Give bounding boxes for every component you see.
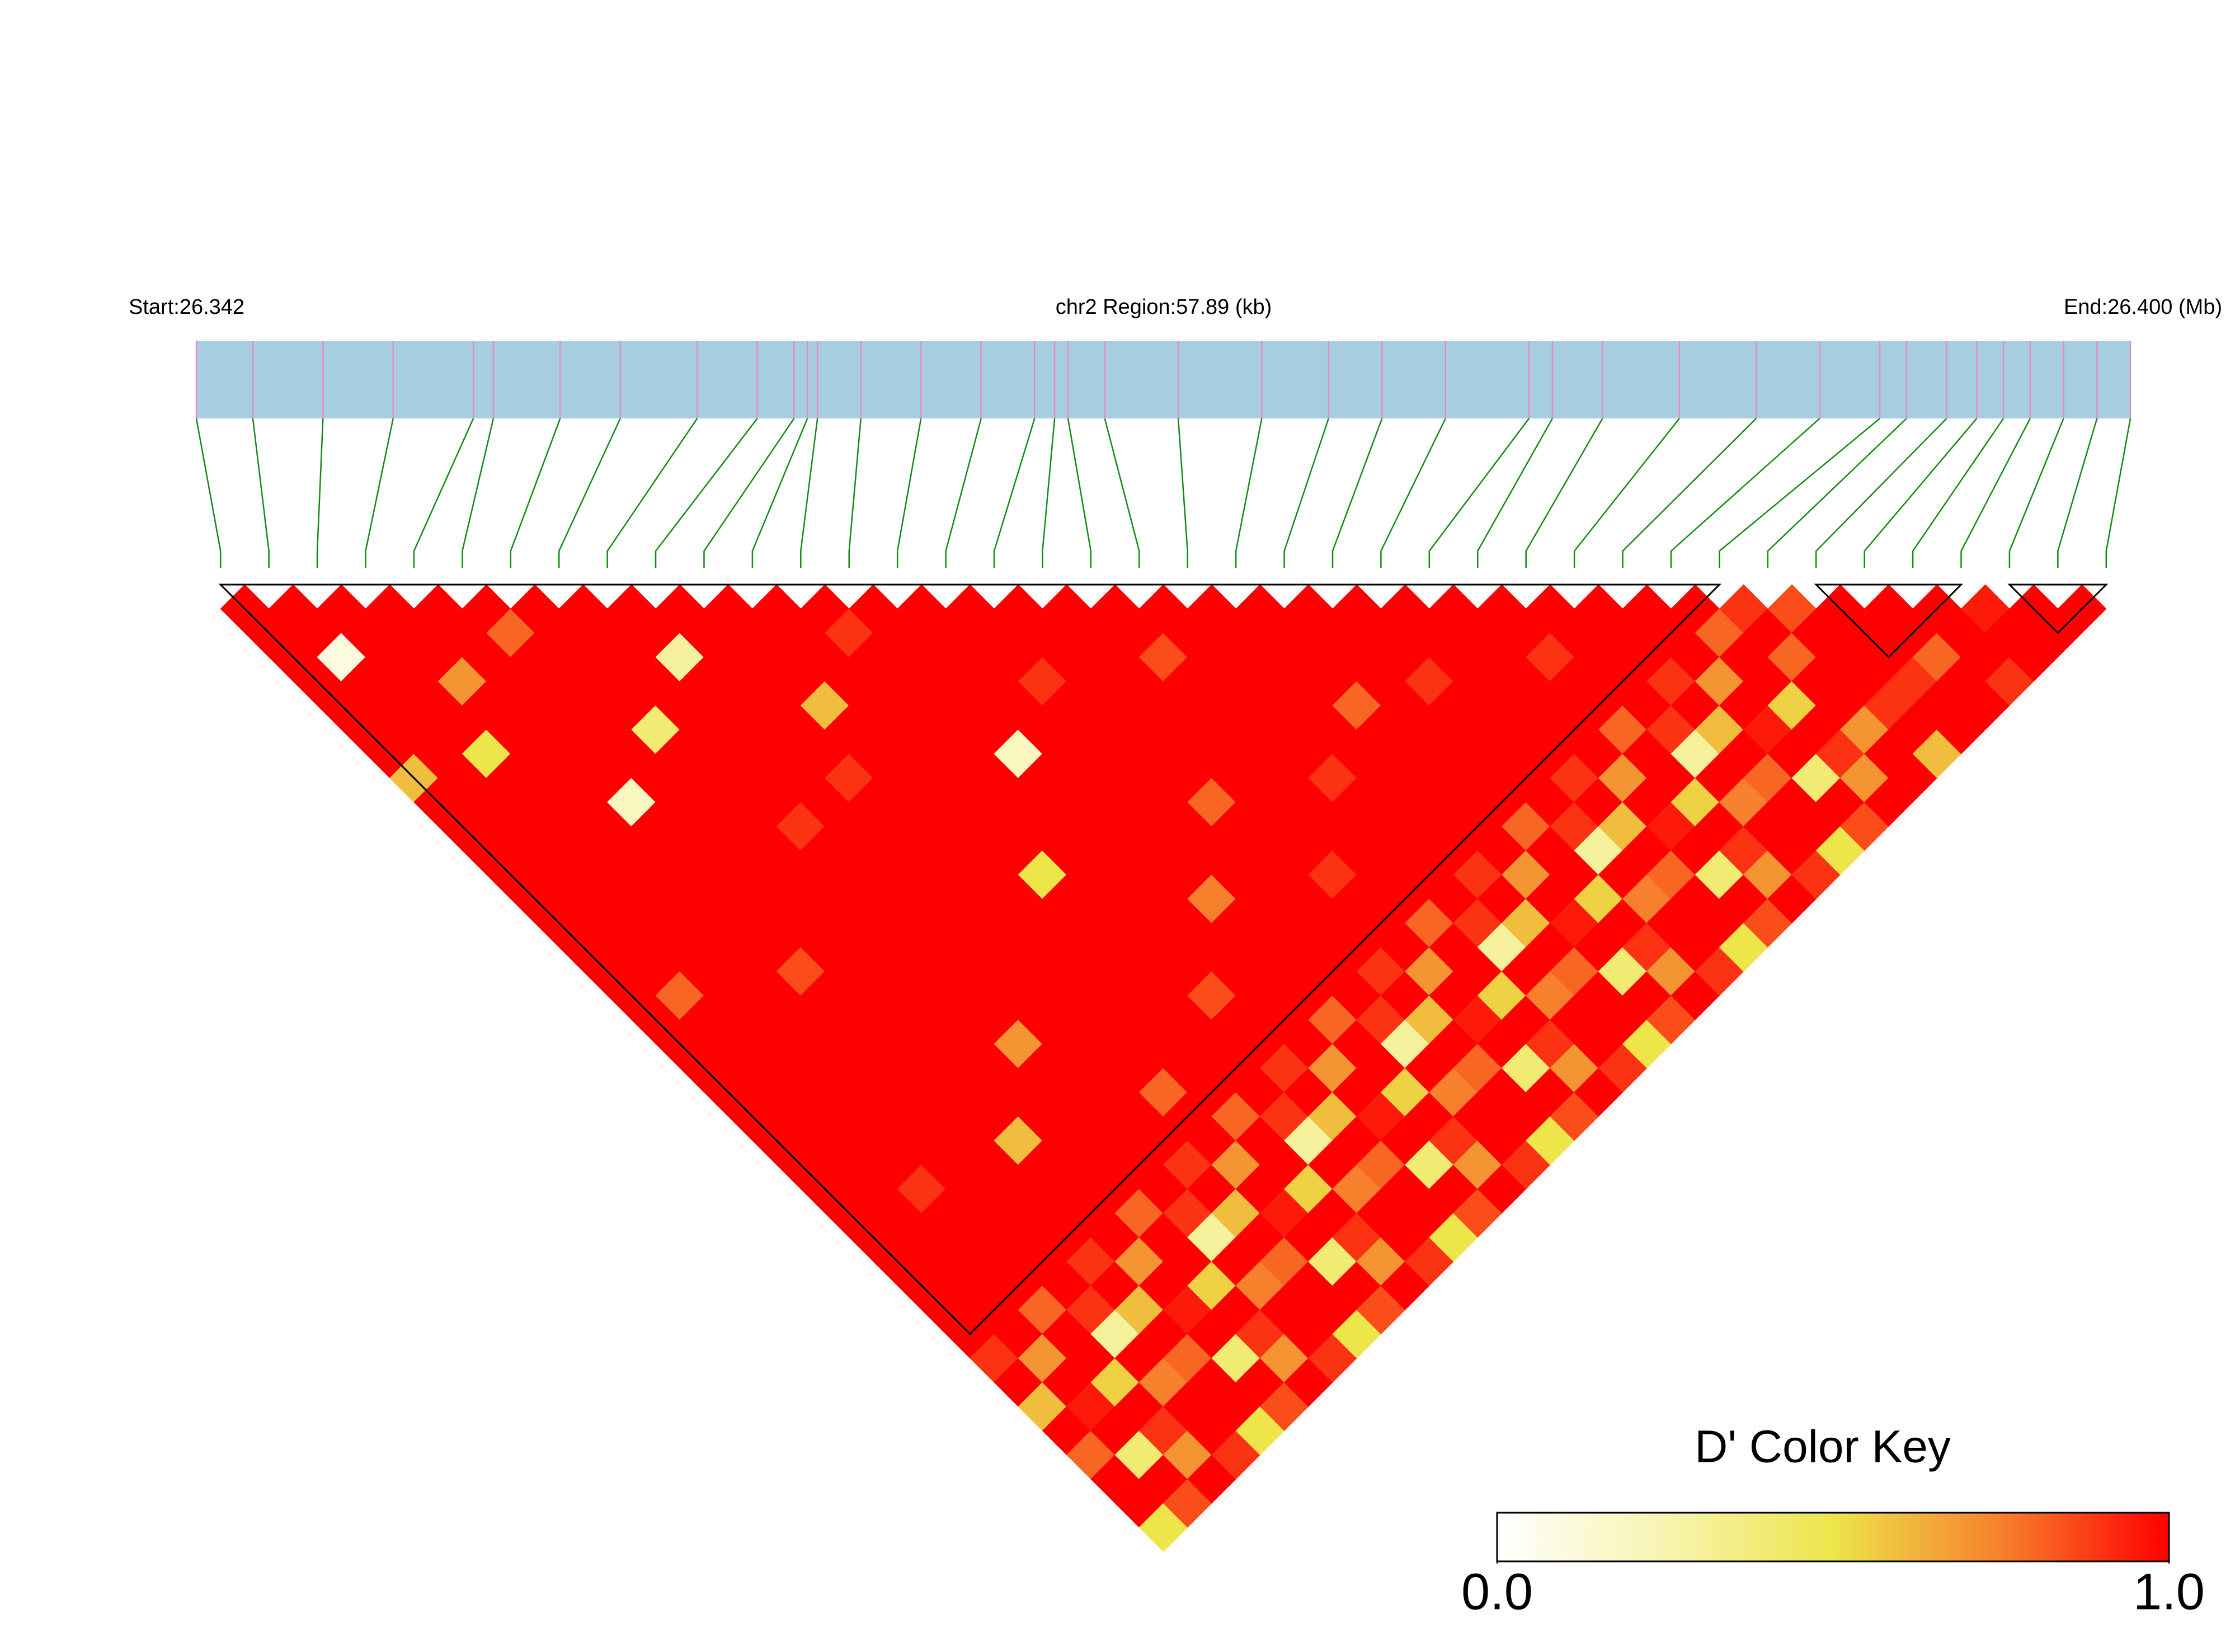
snp-link	[2008, 418, 2064, 568]
snp-link	[1104, 418, 1140, 568]
snp-link	[1428, 418, 1530, 568]
ld-cell	[1114, 1237, 1164, 1286]
snp-link	[316, 418, 324, 568]
ld-cell	[1114, 995, 1164, 1044]
ld-cell	[1114, 1382, 1164, 1432]
ld-cell	[1114, 608, 1164, 658]
color-key-tick-label: 0.0	[1461, 1563, 1533, 1620]
ld-cell	[1114, 1333, 1164, 1383]
snp-link	[751, 418, 808, 568]
snp-link	[1042, 418, 1056, 568]
snp-link	[1477, 418, 1553, 568]
ld-cell	[1114, 753, 1164, 803]
ld-cell	[1114, 947, 1164, 996]
color-key-title: D' Color Key	[1695, 1422, 1951, 1472]
snp-link	[1573, 418, 1680, 568]
snp-link	[1525, 418, 1603, 568]
end-label: End:26.400 (Mb)	[2064, 295, 2222, 319]
snp-link	[413, 418, 474, 568]
snp-link	[1622, 418, 1757, 568]
ld-cell	[1114, 1043, 1164, 1093]
heatmap	[220, 584, 2107, 1552]
color-key-bar	[1496, 1512, 2170, 1562]
start-label: Start:26.342	[129, 295, 244, 319]
snp-link	[2057, 418, 2098, 568]
ld-block-outline	[1814, 583, 1964, 658]
snp-link	[1067, 418, 1092, 568]
ld-cell	[1114, 1479, 1164, 1528]
snp-link	[1864, 418, 1978, 568]
ld-cell	[1114, 1285, 1164, 1335]
ld-cell	[1114, 1091, 1164, 1141]
snp-link	[896, 418, 922, 568]
snp-link	[462, 418, 495, 568]
region-label: chr2 Region:57.89 (kb)	[1056, 295, 1272, 319]
snp-link	[703, 418, 795, 568]
snp-link	[252, 418, 270, 568]
ld-cell	[1114, 705, 1164, 755]
snp-link	[1815, 418, 1947, 568]
snp-link	[1235, 418, 1263, 568]
ld-cell	[1114, 1430, 1164, 1480]
snp-link	[1177, 418, 1188, 568]
ld-cell	[1114, 898, 1164, 948]
ld-block-outline	[2007, 583, 2109, 634]
snp-link	[655, 418, 758, 568]
snp-link	[993, 418, 1036, 568]
snp-link	[1283, 418, 1329, 568]
snp-link	[1960, 418, 2031, 568]
snp-link	[800, 418, 818, 568]
snp-link	[195, 418, 222, 568]
snp-link	[1719, 418, 1880, 568]
snp-link	[606, 418, 698, 568]
ld-cell	[1114, 850, 1164, 900]
snp-link	[1331, 418, 1383, 568]
snp-link	[848, 418, 862, 568]
snp-link	[945, 418, 982, 568]
color-key-tick-label: 1.0	[2133, 1563, 2205, 1620]
ld-block-outline	[218, 583, 1722, 1335]
ld-cell	[1114, 1188, 1164, 1238]
snp-link	[1380, 418, 1446, 568]
snp-link	[2105, 418, 2132, 568]
region-bar	[196, 341, 2130, 418]
snp-link	[1670, 418, 1820, 568]
snp-link	[558, 418, 621, 568]
snp-link	[365, 418, 394, 568]
snp-link	[510, 418, 561, 568]
ld-cell	[1114, 802, 1164, 851]
snp-link	[1912, 418, 2005, 568]
snp-link	[1767, 418, 1907, 568]
ld-cell	[1114, 657, 1164, 706]
